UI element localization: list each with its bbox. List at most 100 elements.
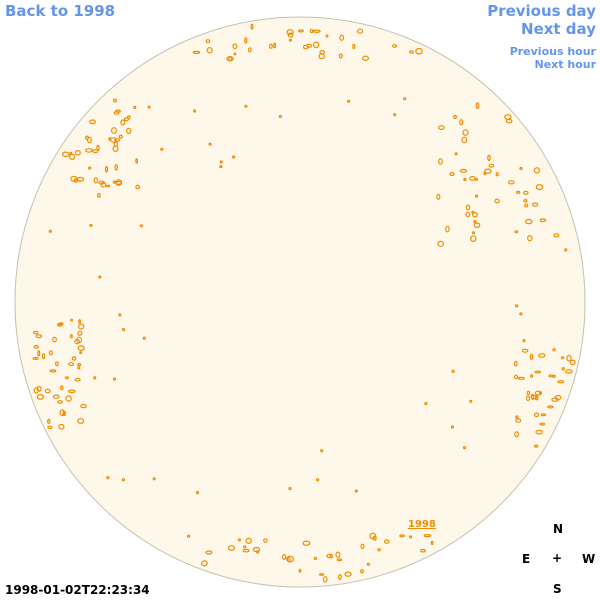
feature [471,231,476,235]
feature [463,177,467,182]
feature [135,158,139,164]
feature [336,558,343,562]
feature [278,114,282,119]
disk-year-link[interactable]: 1998 [408,519,436,530]
feature [232,155,236,159]
feature [438,158,443,165]
feature [68,389,76,394]
feature [74,150,81,156]
feature [557,380,565,384]
feature [465,204,471,211]
feature [399,534,406,538]
feature [513,360,518,367]
feature [302,44,309,50]
feature [113,141,119,148]
feature [360,543,365,550]
feature [35,334,43,339]
back-link[interactable]: Back to 1998 [5,2,116,20]
feature [73,178,79,183]
feature [560,356,565,360]
feature [84,135,89,140]
feature [408,535,413,539]
feature [519,166,523,171]
feature [112,180,117,184]
feature [514,304,519,308]
feature [60,385,64,391]
feature [263,538,268,543]
feature [423,533,432,538]
feature [338,53,343,59]
feature [62,410,66,417]
feature [459,119,464,126]
feature [354,489,358,493]
feature [250,23,254,30]
feature [52,394,60,399]
feature [85,148,93,153]
feature [415,47,423,55]
feature [473,220,477,224]
feature [495,172,499,177]
feature [462,129,469,136]
feature [424,401,428,406]
feature [527,234,533,242]
feature [338,573,342,580]
feature [454,152,458,156]
feature [160,147,164,151]
previous-hour-link[interactable]: Previous hour [509,45,596,58]
compass-north: N [553,522,564,536]
feature [288,38,293,42]
feature [288,487,292,491]
feature [33,330,39,335]
feature [445,225,450,233]
feature [409,50,414,54]
next-hour-link[interactable]: Next hour [534,58,597,71]
feature [554,394,562,401]
feature [69,151,73,155]
compass-east: E [522,552,531,566]
feature [539,422,546,426]
feature [64,376,69,380]
feature [77,363,82,367]
feature [286,29,294,36]
feature [65,395,72,402]
feature [287,557,291,563]
feature [96,192,101,198]
feature [112,98,118,103]
feature [313,41,320,49]
feature [383,539,390,544]
feature [36,394,45,400]
feature [104,166,109,173]
feature [524,203,529,208]
feature [565,369,573,374]
feature [98,275,102,279]
feature [242,548,250,553]
previous-day-link[interactable]: Previous day [487,2,596,20]
feature [302,540,311,546]
feature [461,136,468,144]
feature [47,418,51,424]
feature [552,348,556,352]
feature [273,42,277,49]
feature [33,344,39,349]
feature [362,55,370,62]
feature [472,211,478,218]
feature [55,361,59,367]
feature [515,190,521,194]
feature [205,550,213,555]
feature [403,97,407,101]
feature [96,144,100,152]
feature [521,348,529,353]
next-day-link[interactable]: Next day [521,20,596,38]
feature [52,336,57,343]
feature [494,198,500,204]
timestamp: 1998-01-02T22:23:34 [5,583,150,597]
feature [237,538,241,542]
feature [453,114,458,120]
feature [298,29,304,33]
feature [244,104,248,108]
feature [245,537,252,545]
feature [475,194,479,198]
feature [206,47,213,54]
feature [483,171,487,176]
